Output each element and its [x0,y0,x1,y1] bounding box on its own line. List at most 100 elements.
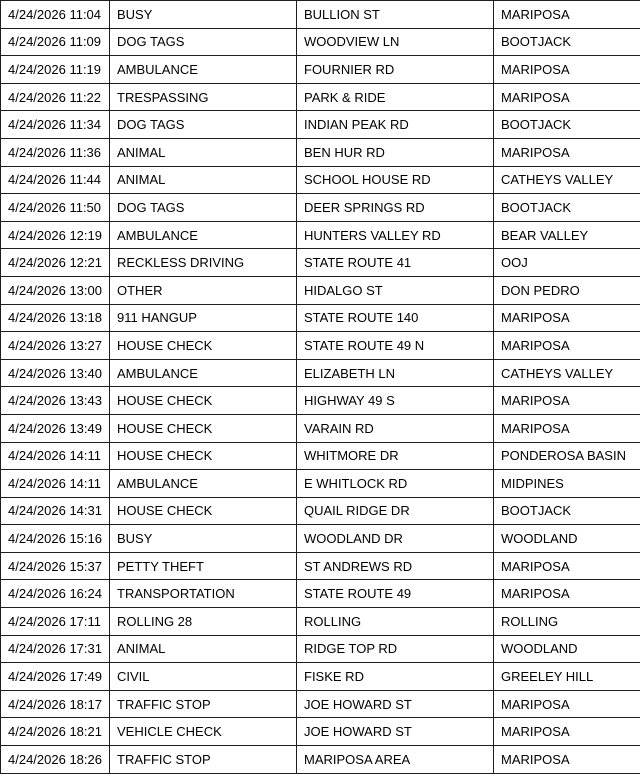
cell-incident-type: CIVIL [109,662,297,691]
cell-datetime: 4/24/2026 13:18 [0,303,110,333]
table-row: 4/24/2026 14:31 HOUSE CHECK QUAIL RIDGE … [0,496,640,526]
cell-incident-type: AMBULANCE [109,220,297,250]
cell-street: FOURNIER RD [296,55,494,84]
cell-street: QUAIL RIDGE DR [296,496,494,526]
cell-datetime: 4/24/2026 18:17 [0,689,110,719]
cell-street: WHITMORE DR [296,441,494,471]
cell-datetime: 4/24/2026 18:21 [0,717,110,747]
cell-incident-type: TRAFFIC STOP [109,689,297,719]
table-row: 4/24/2026 16:24 TRANSPORTATION STATE ROU… [0,579,640,609]
table-row: 4/24/2026 15:37 PETTY THEFT ST ANDREWS R… [0,551,640,581]
table-row: 4/24/2026 11:44 ANIMAL SCHOOL HOUSE RD C… [0,165,640,195]
table-row: 4/24/2026 11:22 TRESPASSING PARK & RIDE … [0,82,640,112]
table-row: 4/24/2026 17:49 CIVIL FISKE RD GREELEY H… [0,662,640,691]
cell-community: BOOTJACK [493,193,640,222]
cell-datetime: 4/24/2026 17:11 [0,607,110,636]
cell-community: MARIPOSA [493,331,640,360]
cell-datetime: 4/24/2026 13:00 [0,275,110,305]
cell-incident-type: ANIMAL [109,165,297,195]
cell-street: BULLION ST [296,0,494,29]
cell-incident-type: ANIMAL [109,634,297,664]
cell-street: VARAIN RD [296,413,494,443]
cell-incident-type: OTHER [109,275,297,305]
cell-street: ST ANDREWS RD [296,551,494,581]
table-row: 4/24/2026 18:21 VEHICLE CHECK JOE HOWARD… [0,717,640,747]
cell-incident-type: ROLLING 28 [109,607,297,636]
table-row: 4/24/2026 18:17 TRAFFIC STOP JOE HOWARD … [0,689,640,719]
cell-datetime: 4/24/2026 11:36 [0,137,110,167]
cell-street: SCHOOL HOUSE RD [296,165,494,195]
cell-datetime: 4/24/2026 15:37 [0,551,110,581]
cell-datetime: 4/24/2026 11:34 [0,110,110,139]
cell-community: MARIPOSA [493,689,640,719]
cell-community: WOODLAND [493,524,640,553]
cell-incident-type: DOG TAGS [109,110,297,139]
table-row: 4/24/2026 18:26 TRAFFIC STOP MARIPOSA AR… [0,745,640,774]
cell-community: MARIPOSA [493,303,640,333]
cell-incident-type: TRESPASSING [109,82,297,112]
cell-incident-type: VEHICLE CHECK [109,717,297,747]
cell-community: MARIPOSA [493,717,640,747]
cell-street: ROLLING [296,607,494,636]
cell-incident-type: HOUSE CHECK [109,441,297,471]
cell-community: BOOTJACK [493,496,640,526]
table-row: 4/24/2026 11:19 AMBULANCE FOURNIER RD MA… [0,55,640,84]
cell-community: MARIPOSA [493,551,640,581]
table-row: 4/24/2026 13:27 HOUSE CHECK STATE ROUTE … [0,331,640,360]
cell-community: MARIPOSA [493,579,640,609]
cell-incident-type: DOG TAGS [109,27,297,57]
cell-datetime: 4/24/2026 18:26 [0,745,110,774]
cell-street: HIDALGO ST [296,275,494,305]
cell-datetime: 4/24/2026 12:19 [0,220,110,250]
cell-community: MARIPOSA [493,386,640,415]
cell-community: BOOTJACK [493,27,640,57]
cell-datetime: 4/24/2026 13:43 [0,386,110,415]
cell-street: ELIZABETH LN [296,358,494,388]
cell-community: CATHEYS VALLEY [493,165,640,195]
table-row: 4/24/2026 13:18 911 HANGUP STATE ROUTE 1… [0,303,640,333]
table-row: 4/24/2026 15:16 BUSY WOODLAND DR WOODLAN… [0,524,640,553]
cell-datetime: 4/24/2026 14:11 [0,469,110,498]
cell-community: MARIPOSA [493,55,640,84]
cell-street: MARIPOSA AREA [296,745,494,774]
cell-datetime: 4/24/2026 13:27 [0,331,110,360]
cell-community: GREELEY HILL [493,662,640,691]
cell-datetime: 4/24/2026 14:31 [0,496,110,526]
cell-community: CATHEYS VALLEY [493,358,640,388]
cell-incident-type: TRANSPORTATION [109,579,297,609]
table-row: 4/24/2026 13:49 HOUSE CHECK VARAIN RD MA… [0,413,640,443]
cell-incident-type: DOG TAGS [109,193,297,222]
cell-street: STATE ROUTE 49 N [296,331,494,360]
cell-datetime: 4/24/2026 17:49 [0,662,110,691]
cell-incident-type: HOUSE CHECK [109,386,297,415]
cell-street: STATE ROUTE 41 [296,248,494,277]
cell-street: STATE ROUTE 140 [296,303,494,333]
table-row: 4/24/2026 14:11 AMBULANCE E WHITLOCK RD … [0,469,640,498]
table-row: 4/24/2026 17:11 ROLLING 28 ROLLING ROLLI… [0,607,640,636]
cell-community: OOJ [493,248,640,277]
table-row: 4/24/2026 13:43 HOUSE CHECK HIGHWAY 49 S… [0,386,640,415]
cell-datetime: 4/24/2026 11:04 [0,0,110,29]
cell-incident-type: BUSY [109,0,297,29]
cell-street: JOE HOWARD ST [296,717,494,747]
cell-incident-type: PETTY THEFT [109,551,297,581]
cell-incident-type: HOUSE CHECK [109,413,297,443]
table-row: 4/24/2026 12:21 RECKLESS DRIVING STATE R… [0,248,640,277]
cell-incident-type: TRAFFIC STOP [109,745,297,774]
cell-community: DON PEDRO [493,275,640,305]
cell-incident-type: ANIMAL [109,137,297,167]
cell-community: BOOTJACK [493,110,640,139]
cell-community: PONDEROSA BASIN [493,441,640,471]
cell-datetime: 4/24/2026 12:21 [0,248,110,277]
table-row: 4/24/2026 12:19 AMBULANCE HUNTERS VALLEY… [0,220,640,250]
cell-datetime: 4/24/2026 13:40 [0,358,110,388]
cell-street: HUNTERS VALLEY RD [296,220,494,250]
table-row: 4/24/2026 13:40 AMBULANCE ELIZABETH LN C… [0,358,640,388]
cell-street: STATE ROUTE 49 [296,579,494,609]
table-row: 4/24/2026 11:34 DOG TAGS INDIAN PEAK RD … [0,110,640,139]
table-row: 4/24/2026 17:31 ANIMAL RIDGE TOP RD WOOD… [0,634,640,664]
cell-community: WOODLAND [493,634,640,664]
cell-street: RIDGE TOP RD [296,634,494,664]
cell-incident-type: AMBULANCE [109,358,297,388]
